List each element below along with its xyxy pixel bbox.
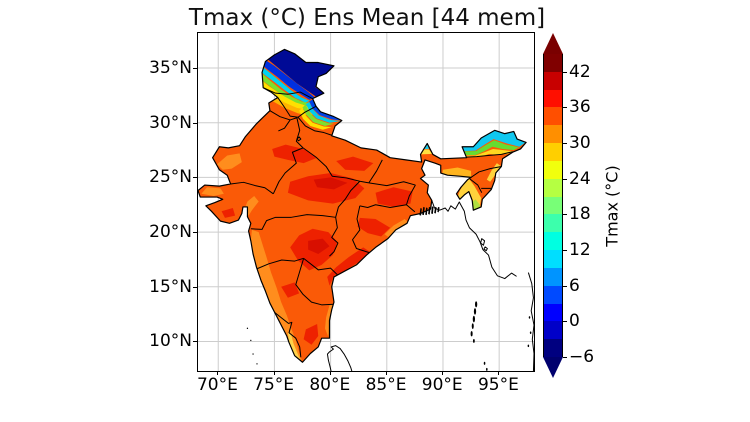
x-tick-label: 95°E xyxy=(477,375,519,395)
y-tick-label: 20°N xyxy=(149,222,192,243)
colorbar-tick-mark xyxy=(563,143,567,144)
colorbar-segment xyxy=(544,303,562,322)
colorbar-label: Tmax (°C) xyxy=(602,165,622,247)
y-tick-mark xyxy=(193,287,197,288)
colorbar-extend-min-arrow xyxy=(543,357,563,378)
x-tick-label: 70°E xyxy=(196,375,238,395)
x-tick-mark xyxy=(386,371,387,375)
x-tick-mark xyxy=(217,371,218,375)
y-tick-label: 15°N xyxy=(149,276,192,297)
chart-title: Tmax (°C) Ens Mean [44 mem] xyxy=(188,5,546,31)
india-tmax-map xyxy=(198,33,534,371)
colorbar-segment xyxy=(544,232,562,251)
colorbar-segment xyxy=(544,178,562,197)
y-tick-mark xyxy=(193,68,197,69)
colorbar-tick-label: 24 xyxy=(569,168,591,189)
colorbar-tick-label: 12 xyxy=(569,240,591,261)
x-tick-mark xyxy=(442,371,443,375)
colorbar-tick-mark xyxy=(563,179,567,180)
y-tick-mark xyxy=(193,341,197,342)
colorbar-segment xyxy=(544,71,562,90)
y-tick-label: 10°N xyxy=(149,331,192,352)
india-outline xyxy=(198,49,526,362)
colorbar-tick-label: 6 xyxy=(569,275,580,296)
x-tick-label: 75°E xyxy=(253,375,295,395)
colorbar-tick-mark xyxy=(563,107,567,108)
colorbar-segment xyxy=(544,321,562,340)
colorbar-tick-mark xyxy=(563,321,567,322)
y-tick-label: 35°N xyxy=(149,58,192,78)
y-tick-label: 30°N xyxy=(149,112,192,133)
colorbar xyxy=(543,33,563,378)
colorbar-segment xyxy=(544,196,562,215)
coastlines xyxy=(327,200,534,371)
colorbar-segment xyxy=(544,125,562,144)
islands xyxy=(246,206,532,371)
colorbar-segment xyxy=(544,214,562,233)
colorbar-tick-label: 0 xyxy=(569,311,580,332)
x-tick-mark xyxy=(498,371,499,375)
india-landmass-fill xyxy=(198,49,527,363)
colorbar-segment xyxy=(544,285,562,304)
y-tick-mark xyxy=(193,177,197,178)
colorbar-segment xyxy=(544,107,562,126)
colorbar-tick-label: 18 xyxy=(569,204,591,225)
map-plot-area xyxy=(197,32,535,372)
x-tick-label: 90°E xyxy=(421,375,463,395)
colorbar-tick-label: 30 xyxy=(569,133,591,154)
x-tick-label: 80°E xyxy=(309,375,351,395)
colorbar-tick-mark xyxy=(563,72,567,73)
y-tick-mark xyxy=(193,232,197,233)
colorbar-extend-max-arrow xyxy=(543,33,563,54)
y-tick-label: 25°N xyxy=(149,167,192,188)
colorbar-segment xyxy=(544,54,562,72)
y-tick-mark xyxy=(193,123,197,124)
colorbar-segment xyxy=(544,89,562,108)
colorbar-tick-label: 36 xyxy=(569,97,591,118)
x-tick-mark xyxy=(330,371,331,375)
colorbar-segment xyxy=(544,267,562,286)
state-borders xyxy=(231,88,513,358)
x-tick-label: 85°E xyxy=(365,375,407,395)
colorbar-segment xyxy=(544,339,562,358)
colorbar-tick-mark xyxy=(563,250,567,251)
x-tick-mark xyxy=(274,371,275,375)
colorbar-tick-mark xyxy=(563,357,567,358)
colorbar-segment xyxy=(544,160,562,179)
colorbar-gradient xyxy=(543,54,563,358)
colorbar-tick-label: 42 xyxy=(569,61,591,82)
colorbar-tick-label: −6 xyxy=(569,347,595,367)
colorbar-segment xyxy=(544,143,562,161)
colorbar-tick-mark xyxy=(563,286,567,287)
colorbar-tick-mark xyxy=(563,214,567,215)
colorbar-segment xyxy=(544,250,562,268)
